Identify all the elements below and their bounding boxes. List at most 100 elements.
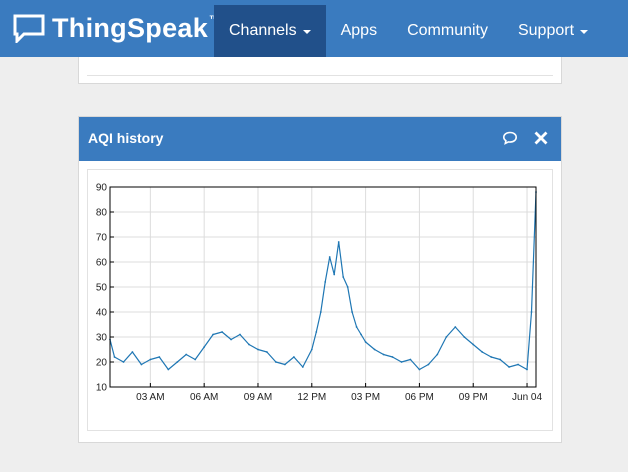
brand-name: ThingSpeak [52, 12, 209, 43]
previous-widget-card [78, 57, 562, 84]
aqi-data-point [324, 281, 327, 283]
aqi-data-point [391, 356, 394, 358]
chart-plot-area [109, 191, 537, 371]
aqi-data-point [266, 351, 268, 353]
aqi-data-point [382, 353, 385, 356]
x-tick-label: Jun 04 [512, 392, 542, 403]
aqi-data-point [337, 241, 340, 243]
aqi-data-point [418, 368, 421, 371]
previous-widget-content [87, 57, 553, 76]
aqi-data-point [530, 311, 533, 313]
aqi-data-point [490, 356, 493, 358]
aqi-data-point [221, 331, 224, 333]
aqi-data-point [472, 343, 475, 346]
caret-down-icon [580, 30, 589, 34]
y-tick-label: 10 [96, 383, 108, 394]
aqi-data-point [301, 366, 304, 368]
x-tick-label: 06 PM [405, 392, 434, 403]
aqi-data-point [167, 368, 170, 371]
nav-apps[interactable]: Apps [326, 5, 392, 57]
plot-border [109, 186, 537, 388]
aqi-data-point [122, 361, 125, 363]
aqi-data-point [284, 363, 286, 366]
aqi-data-point [185, 353, 188, 356]
aqi-data-point [454, 326, 457, 328]
aqi-data-point [328, 256, 331, 258]
y-tick-label: 50 [96, 283, 108, 294]
widget-header: AQI history [79, 117, 561, 161]
top-navbar: ThingSpeak ™ Channels Apps Community Sup… [0, 0, 628, 57]
aqi-data-point [293, 356, 295, 358]
chart-container: 10 20 30 40 50 60 70 80 90 03 AM 06 AM 09 AM 12 PM 03… [87, 169, 553, 431]
aqi-data-point [463, 336, 466, 338]
aqi-data-point [131, 351, 134, 353]
aqi-data-point [113, 356, 116, 358]
aqi-data-point [445, 336, 448, 338]
aqi-data-point [158, 356, 161, 358]
y-tick-label: 60 [96, 258, 108, 269]
aqi-line-chart: 10 20 30 40 50 60 70 80 90 03 AM 06 AM 09 AM 12 PM 03… [96, 183, 543, 404]
aqi-data-point [355, 326, 358, 328]
nav-channels-label: Channels [229, 22, 297, 39]
aqi-data-point [203, 346, 206, 348]
aqi-data-point [239, 333, 241, 336]
aqi-data-point [346, 286, 349, 288]
nav-apps-label: Apps [340, 22, 378, 39]
aqi-data-point [315, 331, 318, 333]
aqi-data-point [360, 333, 362, 336]
nav-community[interactable]: Community [392, 5, 503, 57]
aqi-data-point [194, 358, 197, 361]
brand-logo[interactable]: ThingSpeak ™ [12, 8, 220, 48]
y-tick-label: 80 [96, 208, 108, 219]
aqi-data-point [333, 273, 336, 276]
aqi-data-point [400, 361, 403, 363]
aqi-data-point [351, 311, 353, 313]
x-tick-label: 09 PM [459, 392, 488, 403]
aqi-data-point [248, 343, 250, 346]
comment-icon[interactable] [502, 130, 518, 146]
aqi-series-line [109, 191, 537, 371]
nav-support[interactable]: Support [503, 5, 603, 57]
x-tick-label: 03 PM [351, 392, 380, 403]
widget-title: AQI history [88, 130, 164, 146]
aqi-data-point [275, 361, 277, 363]
aqi-data-point [499, 358, 501, 361]
aqi-data-point [212, 333, 214, 336]
y-tick-label: 40 [96, 308, 108, 319]
aqi-data-point [319, 311, 322, 313]
y-tick-label: 90 [96, 183, 108, 194]
aqi-data-point [409, 358, 412, 361]
aqi-data-point [257, 348, 259, 351]
nav-community-label: Community [407, 22, 488, 39]
x-tick-label: 06 AM [190, 392, 218, 403]
chat-bubble-logo-icon [13, 14, 45, 43]
chart-axes: 10 20 30 40 50 60 70 80 90 03 AM 06 AM 09 AM 12 PM 03… [96, 183, 543, 404]
close-icon[interactable] [533, 130, 549, 146]
x-tick-label: 09 AM [244, 392, 272, 403]
aqi-data-point [526, 368, 528, 371]
aqi-data-point [517, 363, 519, 366]
aqi-data-point [230, 338, 233, 341]
y-tick-label: 30 [96, 333, 108, 344]
aqi-data-point [149, 358, 152, 361]
nav-support-label: Support [517, 22, 575, 39]
aqi-data-point [140, 363, 143, 366]
aqi-data-point [364, 341, 367, 343]
aqi-data-point [310, 348, 313, 351]
aqi-history-widget: AQI history 10 20 30 40 50 60 70 80 90 03 AM 06 AM… [78, 116, 562, 443]
caret-down-icon [302, 30, 311, 34]
y-tick-label: 70 [96, 233, 108, 244]
aqi-data-point [481, 351, 484, 353]
y-tick-label: 20 [96, 358, 108, 369]
nav-channels[interactable]: Channels [214, 5, 326, 57]
aqi-data-point [176, 361, 179, 363]
aqi-data-point [508, 366, 510, 368]
x-tick-label: 03 AM [136, 392, 164, 403]
aqi-data-point [427, 363, 430, 366]
aqi-data-point [342, 276, 345, 278]
main-nav: Channels Apps Community Support [214, 5, 603, 57]
x-tick-label: 12 PM [297, 392, 326, 403]
aqi-data-point [436, 353, 439, 356]
aqi-data-point [373, 348, 376, 351]
chart-grid [110, 187, 536, 387]
